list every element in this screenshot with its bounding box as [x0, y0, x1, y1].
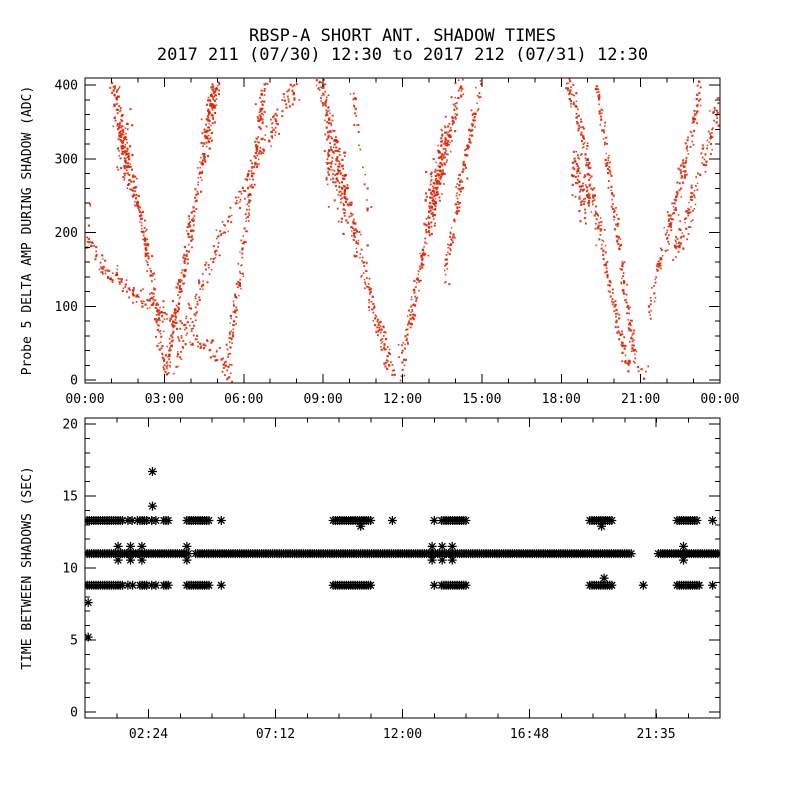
y-tick-label: 200	[55, 226, 78, 241]
shadow-interval-band	[85, 516, 718, 525]
shadow-interval-outliers	[85, 467, 688, 642]
x-tick-label: 21:35	[636, 727, 675, 742]
x-tick-label: 06:00	[224, 392, 263, 407]
bottom-panel-axes	[84, 417, 721, 719]
top-panel-points	[85, 78, 720, 383]
y-tick-label: 0	[70, 374, 78, 389]
y-tick-label: 400	[55, 79, 78, 94]
shadow-interval-band	[85, 580, 718, 590]
x-tick-label: 16:48	[510, 727, 549, 742]
y-tick-label: 5	[70, 634, 78, 649]
y-tick-label: 20	[62, 418, 78, 433]
x-tick-label: 21:00	[621, 392, 660, 407]
x-tick-label: 15:00	[462, 392, 501, 407]
x-tick-label: 00:00	[700, 392, 739, 407]
chart-title: RBSP-A SHORT ANT. SHADOW TIMES	[248, 26, 557, 46]
bottom-panel-points	[85, 467, 720, 642]
y-axis-title: Probe 5 DELTA AMP DURING SHADOW (ADC)	[20, 86, 35, 376]
x-tick-label: 12:00	[383, 727, 422, 742]
x-tick-label: 12:00	[383, 392, 422, 407]
y-tick-label: 10	[62, 562, 78, 577]
y-tick-label: 0	[70, 706, 78, 721]
top-panel-labels: 00:00 03:00 06:00 09:00 12:00 15:00 18:00 21:00…	[20, 79, 740, 408]
x-tick-label: 18:00	[542, 392, 581, 407]
x-tick-label: 00:00	[65, 392, 104, 407]
chart-subtitle: 2017 211 (07/30) 12:30 to 2017 212 (07/3…	[156, 45, 649, 65]
x-tick-label: 09:00	[304, 392, 343, 407]
x-tick-label: 02:24	[129, 727, 168, 742]
y-tick-label: 100	[55, 300, 78, 315]
top-panel-axes	[84, 77, 721, 384]
bottom-panel-labels: 02:24 07:12 12:00 16:48 21:35 0 5 10 15 20 TIME BE…	[20, 418, 676, 743]
y-tick-label: 300	[55, 152, 78, 167]
shadow-interval-band	[85, 549, 720, 559]
y-axis-title: TIME BETWEEN SHADOWS (SEC)	[20, 466, 35, 670]
x-tick-label: 07:12	[256, 727, 295, 742]
y-tick-label: 15	[62, 490, 78, 505]
x-tick-label: 03:00	[145, 392, 184, 407]
